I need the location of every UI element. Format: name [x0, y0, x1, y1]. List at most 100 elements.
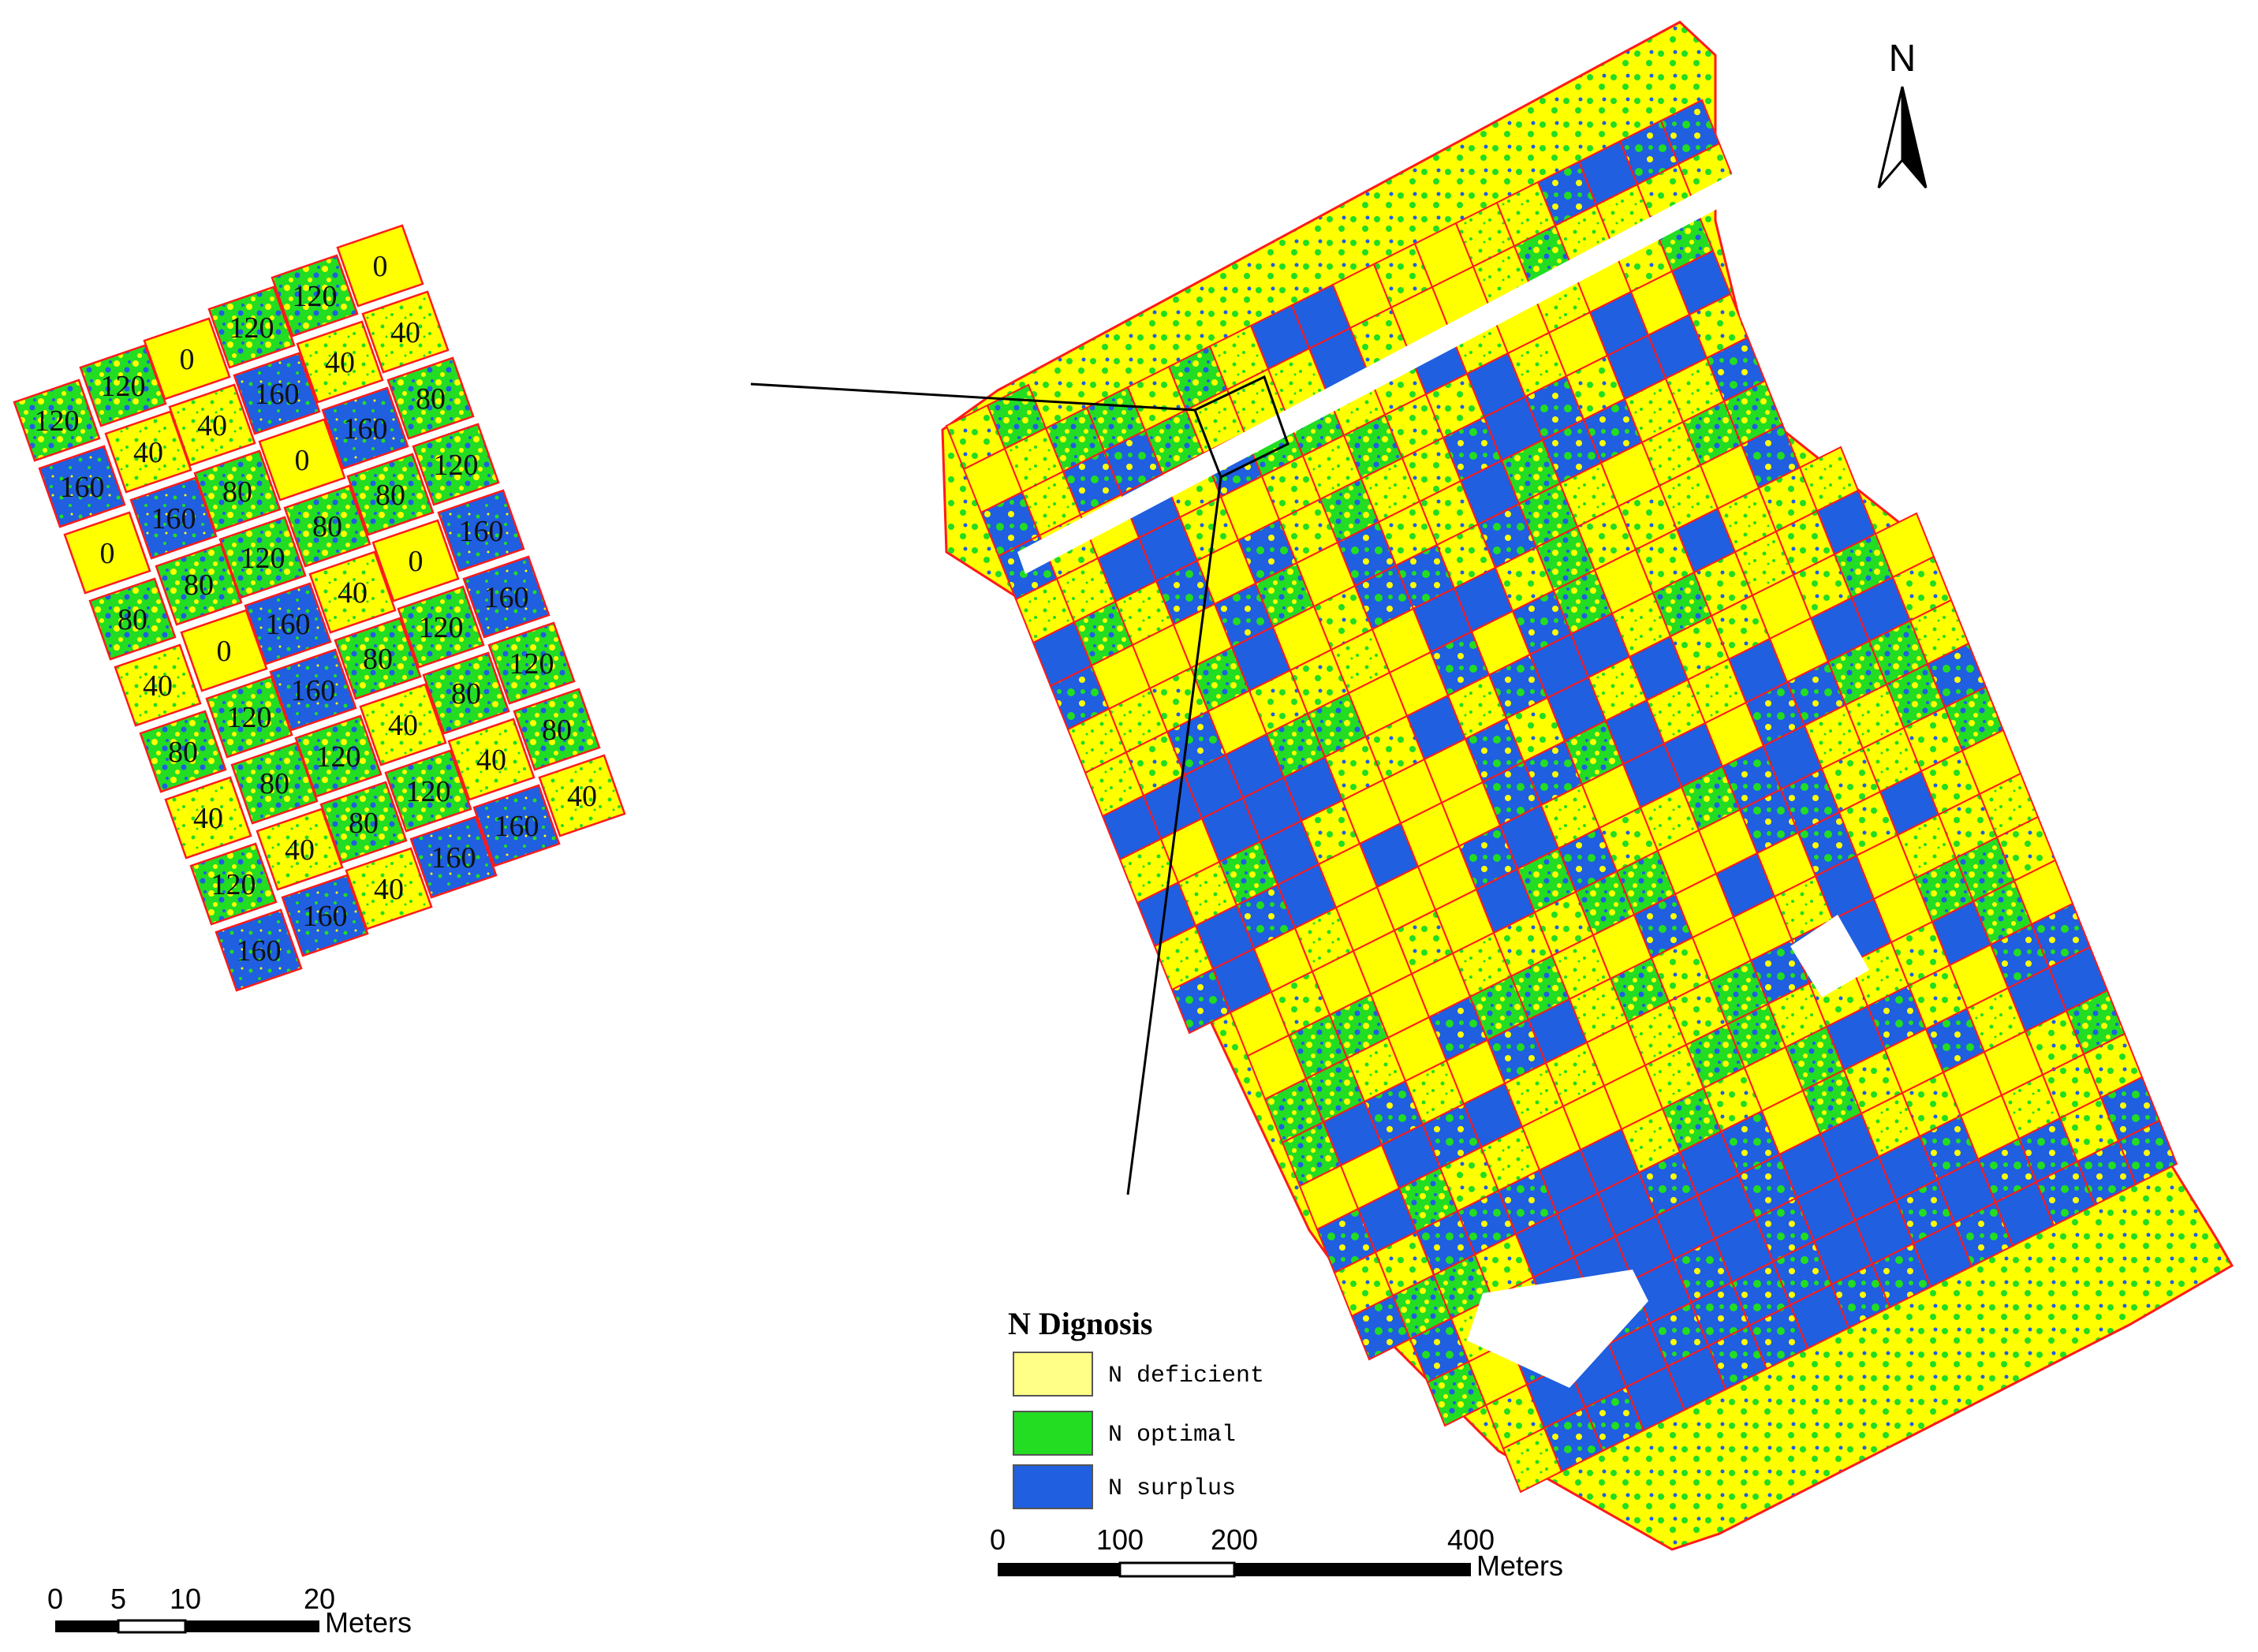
inset-plot: 160	[38, 445, 126, 528]
legend-label-deficient: N deficient	[1108, 1363, 1264, 1389]
inset-plot-area	[233, 352, 321, 435]
inset-plot-rate-label: 80	[349, 807, 379, 840]
inset-plot-rate-label: 120	[316, 740, 361, 774]
inset-plot-rate-label: 120	[419, 611, 464, 644]
inset-plot-rate-label: 40	[193, 802, 223, 835]
inset-plot-rate-label: 80	[416, 382, 446, 416]
inset-plot-rate-label: 40	[476, 744, 506, 777]
inset-plot-rate-label: 120	[230, 311, 274, 345]
inset-plot-area	[215, 908, 303, 992]
inset-plot: 40	[114, 643, 202, 727]
inset-plot: 120	[412, 423, 500, 506]
inset-plot-area	[269, 648, 357, 732]
inset-plot-area	[218, 516, 307, 599]
inset-plot-rate-label: 40	[197, 409, 227, 442]
scale-small-tick-2: 10	[170, 1583, 201, 1615]
inset-plot-rate-label: 0	[373, 250, 388, 283]
inset-plot-area	[462, 555, 551, 639]
inset-plot-rate-label: 40	[133, 436, 163, 469]
inset-plot: 120	[294, 714, 383, 798]
inset-plot: 40	[361, 290, 450, 374]
inset-plot-rate-label: 40	[143, 669, 173, 703]
inset-plot-area	[319, 781, 408, 864]
inset-plot: 40	[296, 320, 384, 404]
inset-plot-rate-label: 0	[295, 444, 310, 477]
inset-plot-area	[205, 675, 293, 759]
inset-plot: 0	[63, 511, 151, 595]
inset-plot-rate-label: 160	[484, 581, 529, 614]
inset-plot-rate-label: 80	[168, 736, 198, 769]
inset-plot-area	[180, 609, 268, 692]
inset-plot-area	[386, 356, 475, 440]
inset-plot-area	[345, 847, 433, 930]
inset-plot: 160	[437, 489, 525, 572]
scale-small-tick-0: 0	[47, 1583, 63, 1615]
inset-plot-map: 1201600804080401201601204016080012080401…	[13, 224, 626, 992]
inset-plot-area	[139, 710, 227, 793]
inset-plot-rate-label: 160	[343, 412, 388, 446]
inset-plot-rate-label: 0	[217, 635, 232, 668]
field-plot	[2117, 1119, 2178, 1186]
legend-swatch-surplus	[1013, 1464, 1093, 1509]
inset-plot-rate-label: 120	[101, 370, 146, 403]
inset-plot-rate-label: 80	[222, 475, 252, 509]
inset-plot-area	[437, 489, 525, 572]
inset-plot-area	[258, 418, 346, 502]
inset-plot-area	[513, 688, 601, 771]
legend-label-surplus: N surplus	[1108, 1475, 1236, 1502]
inset-plot-rate-label: 80	[312, 510, 342, 543]
inset-plot: 160	[462, 555, 551, 639]
inset-plot-area	[371, 519, 460, 602]
scale-large-tick-0: 0	[990, 1523, 1006, 1556]
inset-plot-rate-label: 120	[241, 542, 286, 575]
inset-plot: 0	[180, 609, 268, 692]
inset-plot: 160	[409, 815, 498, 899]
inset-plot: 80	[334, 617, 422, 700]
inset-plot: 80	[386, 356, 475, 440]
inset-plot-rate-label: 160	[303, 900, 348, 933]
legend-swatch-deficient	[1013, 1352, 1093, 1397]
scale-small-unit: Meters	[325, 1606, 412, 1639]
field-gap	[1790, 915, 1869, 998]
inset-plot: 80	[346, 453, 435, 536]
inset-plot: 120	[189, 842, 278, 926]
inset-plot: 40	[345, 847, 433, 930]
inset-plot-rate-label: 0	[100, 537, 115, 570]
inset-plot-area	[447, 718, 536, 801]
inset-plot-rate-label: 120	[227, 701, 272, 734]
scale-large-tick-1: 100	[1096, 1523, 1144, 1556]
inset-plot: 80	[139, 710, 227, 793]
inset-plot-area	[168, 383, 256, 467]
inset-plot-rate-label: 40	[285, 833, 315, 867]
scale-large-tick-2: 200	[1211, 1523, 1258, 1556]
inset-plot-rate-label: 160	[151, 502, 196, 535]
inset-plot-area	[129, 476, 218, 560]
inset-plot-rate-label: 120	[35, 405, 80, 438]
inset-plot: 80	[283, 484, 371, 568]
legend-swatch-optimal	[1013, 1411, 1093, 1456]
inset-plot-area	[79, 344, 167, 427]
inset-plot-rate-label: 160	[495, 810, 539, 843]
inset-plot: 160	[281, 874, 369, 957]
scale-small-tick-3: 20	[304, 1583, 335, 1615]
inset-plot: 160	[129, 476, 218, 560]
inset-plot-rate-label: 120	[434, 449, 479, 482]
inset-plot: 120	[13, 379, 101, 462]
inset-plot-area	[334, 617, 422, 700]
legend-label-optimal: N optimal	[1108, 1422, 1236, 1449]
inset-plot-area	[164, 776, 252, 860]
inset-plot: 40	[168, 383, 256, 467]
inset-plot-rate-label: 160	[266, 608, 311, 641]
inset-plot: 120	[205, 675, 293, 759]
inset-plot-area	[189, 842, 278, 926]
inset-plot-rate-label: 80	[375, 479, 405, 512]
inset-plot-area	[397, 585, 485, 669]
inset-plot-area	[308, 550, 397, 634]
inset-plot: 40	[538, 754, 626, 837]
zoom-connector-lines	[750, 382, 1222, 1195]
field-road	[1017, 158, 1767, 574]
inset-plot-rate-label: 80	[451, 677, 481, 710]
connector-line-bottom	[1126, 476, 1222, 1195]
inset-plot: 80	[88, 577, 177, 661]
